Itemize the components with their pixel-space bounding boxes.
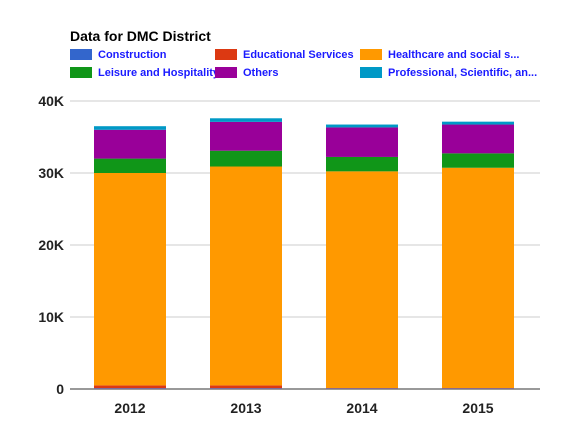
y-tick-label: 10K [38,309,64,325]
legend-label: Healthcare and social s... [388,49,519,61]
bar-stack-2013 [210,118,282,389]
legend-item[interactable]: Leisure and Hospitality [70,67,220,79]
x-tick-label: 2015 [462,400,493,416]
bar-segment[interactable] [326,388,398,389]
bar-segment[interactable] [442,125,514,154]
bar-stack-2015 [442,122,514,389]
bar-segment[interactable] [442,388,514,389]
bars [94,118,514,389]
x-tick-label: 2012 [114,400,145,416]
x-tick-label: 2014 [346,400,377,416]
legend-label: Professional, Scientific, an... [388,67,537,79]
chart-title: Data for DMC District [70,28,211,44]
y-tick-label: 0 [56,381,64,397]
legend: Construction Educational Services Healthca… [70,49,537,79]
y-tick-label: 30K [38,165,64,181]
legend-label: Construction [98,49,167,61]
bar-segment[interactable] [94,388,166,389]
bar-segment[interactable] [210,122,282,151]
legend-swatch [215,67,237,78]
bar-segment[interactable] [442,122,514,125]
bar-segment[interactable] [210,385,282,388]
legend-label: Leisure and Hospitality [98,67,220,79]
legend-swatch [360,67,382,78]
bar-segment[interactable] [326,125,398,128]
legend-item[interactable]: Others [215,67,278,79]
bar-segment[interactable] [210,151,282,167]
bar-segment[interactable] [442,153,514,167]
bar-segment[interactable] [326,127,398,157]
bar-stack-2012 [94,126,166,389]
y-tick-label: 20K [38,237,64,253]
bar-segment[interactable] [210,388,282,389]
legend-swatch [70,67,92,78]
bar-segment[interactable] [94,126,166,130]
bar-segment[interactable] [94,385,166,388]
bar-segment[interactable] [94,130,166,159]
bar-segment[interactable] [326,157,398,171]
bar-segment[interactable] [94,159,166,173]
x-axis: 2012 2013 2014 2015 [114,400,493,416]
x-tick-label: 2013 [230,400,261,416]
bar-stack-2014 [326,125,398,389]
bar-segment[interactable] [94,173,166,385]
bar-segment[interactable] [210,118,282,122]
legend-swatch [360,49,382,60]
y-axis: 0 10K 20K 30K 40K [38,93,64,397]
bar-segment[interactable] [326,171,398,388]
legend-item[interactable]: Professional, Scientific, an... [360,67,537,79]
legend-item[interactable]: Educational Services [215,49,354,61]
legend-swatch [70,49,92,60]
bar-segment[interactable] [442,168,514,388]
legend-label: Educational Services [243,49,354,61]
bar-segment[interactable] [210,167,282,386]
legend-swatch [215,49,237,60]
legend-item[interactable]: Construction [70,49,167,61]
legend-item[interactable]: Healthcare and social s... [360,49,519,61]
legend-label: Others [243,67,278,79]
y-tick-label: 40K [38,93,64,109]
